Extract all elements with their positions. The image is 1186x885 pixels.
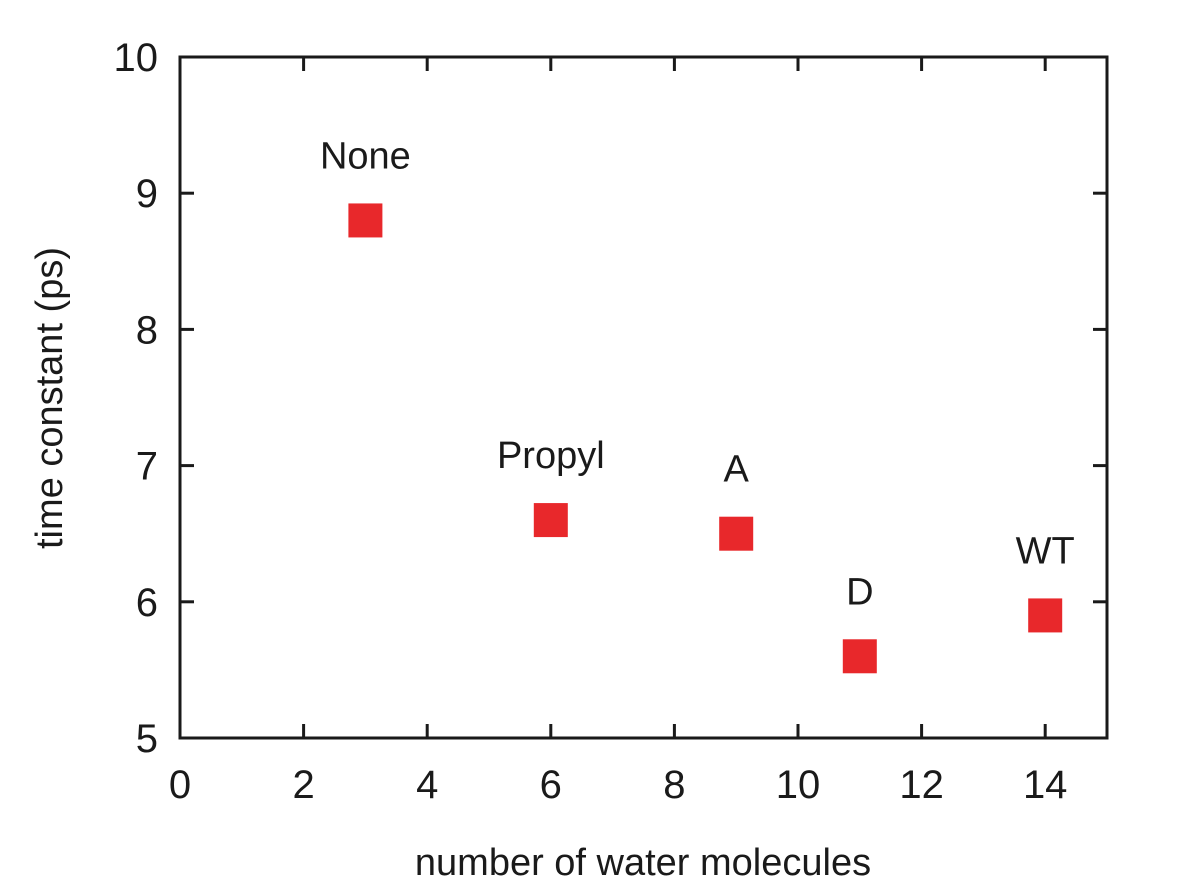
y-axis-tick-labels: 5 6 7 8 9 10	[114, 36, 159, 761]
x-tick-label: 6	[540, 763, 562, 807]
data-point-marker	[348, 203, 383, 238]
data-point-label: None	[320, 135, 411, 177]
x-tick-label: 14	[1023, 763, 1068, 807]
data-point-label: Propyl	[497, 435, 605, 477]
x-tick-label: 4	[416, 763, 438, 807]
y-tick-label: 6	[136, 581, 158, 625]
y-tick-label: 10	[114, 36, 159, 80]
y-tick-label: 7	[136, 445, 158, 489]
x-axis-ticks	[178, 57, 1047, 738]
data-point-label: D	[846, 571, 873, 613]
data-point-marker	[842, 639, 877, 674]
data-point-label: A	[724, 449, 750, 491]
y-tick-label: 9	[136, 172, 158, 216]
plot-frame	[178, 55, 1109, 740]
x-tick-label: 0	[169, 763, 191, 807]
y-tick-label: 8	[136, 308, 158, 352]
y-tick-label: 5	[136, 717, 158, 761]
x-axis-tick-labels: 0 2 4 6 8 10 12 14	[169, 763, 1068, 807]
x-tick-label: 10	[776, 763, 821, 807]
x-tick-label: 12	[899, 763, 944, 807]
x-tick-label: 8	[663, 763, 685, 807]
x-axis-title: number of water molecules	[415, 842, 871, 884]
data-point-labels: None Propyl A D WT	[320, 135, 1075, 613]
data-points	[348, 203, 1063, 674]
x-tick-label: 2	[292, 763, 314, 807]
y-axis-title: time constant (ps)	[29, 247, 71, 549]
data-point-label: WT	[1016, 530, 1075, 572]
data-point-marker	[1028, 598, 1063, 633]
data-point-marker	[533, 503, 568, 538]
data-point-marker	[719, 516, 754, 551]
y-axis-ticks	[180, 55, 1107, 740]
